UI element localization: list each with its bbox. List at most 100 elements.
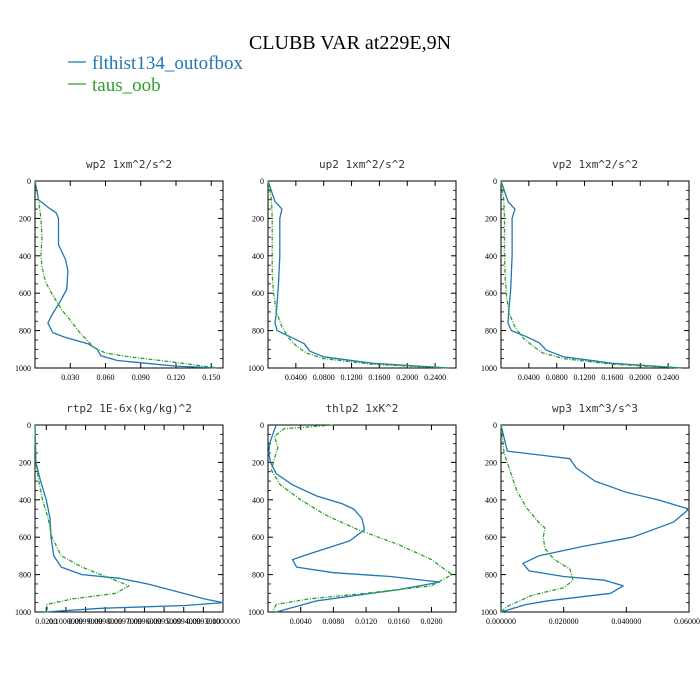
subplot-grid: wp2 1xm^2/s^2 0 200 400 600 800 1000 0.030 0.060… (15, 158, 700, 626)
series-line-flthist134 (268, 424, 441, 613)
x-tick-label: 0.1600 (368, 373, 390, 382)
y-tick-label: 1000 (15, 364, 31, 373)
series-line-taus-oob (34, 424, 130, 613)
series-line-taus-oob (500, 424, 574, 613)
x-tick-label: 0.0400 (518, 373, 540, 382)
y-tick-label: 800 (19, 571, 31, 580)
figure-title: CLUBB VAR at229E,9N (249, 32, 451, 54)
y-tick-label: 1000 (248, 608, 264, 617)
y-tick-label: 600 (252, 289, 264, 298)
y-tick-label: 400 (485, 252, 497, 261)
plot-frame (34, 180, 224, 369)
x-tick-label: 0.0800 (546, 373, 568, 382)
y-tick-label: 200 (485, 214, 497, 223)
y-tick-label: 0 (260, 421, 264, 430)
subplot-title: vp2 1xm^2/s^2 (552, 158, 638, 171)
series-line-taus-oob (500, 180, 683, 369)
x-tick-label: 0.0995000 (147, 617, 181, 626)
x-tick-label: 0.0994000 (167, 617, 201, 626)
subplot-title: wp2 1xm^2/s^2 (86, 158, 172, 171)
x-tick-label: 0.020000 (549, 617, 579, 626)
subplot-2: up2 1xm^2/s^2 0 200 400 600 800 1000 0.0400 0.08… (248, 158, 457, 382)
series-line-flthist134 (34, 180, 218, 369)
y-tick-label: 0 (27, 177, 31, 186)
subplot-title: wp3 1xm^3/s^3 (552, 402, 638, 415)
y-tick-label: 0 (27, 421, 31, 430)
y-tick-label: 1000 (481, 608, 497, 617)
series-line-flthist134 (34, 424, 224, 613)
x-tick-label: 0.040000 (611, 617, 641, 626)
x-tick-label: 0.0160 (388, 617, 410, 626)
y-tick-label: 1000 (248, 364, 264, 373)
x-tick-label: 0.1000000 (206, 617, 240, 626)
subplot-title: up2 1xm^2/s^2 (319, 158, 405, 171)
subplot-title: thlp2 1xK^2 (326, 402, 399, 415)
series-line-flthist134 (500, 180, 683, 369)
series-line-taus-oob (34, 180, 218, 369)
x-tick-label: 0.0080 (322, 617, 344, 626)
x-tick-label: 0.0996000 (127, 617, 161, 626)
x-tick-label: 0.2000 (396, 373, 418, 382)
series-line-flthist134 (267, 180, 450, 369)
x-tick-label: 0.000000 (486, 617, 516, 626)
y-tick-label: 200 (252, 214, 264, 223)
x-tick-label: 0.060 (97, 373, 115, 382)
legend-label-taus-oob: taus_oob (92, 75, 161, 96)
y-tick-label: 1000 (481, 364, 497, 373)
x-tick-label: 0.120 (167, 373, 185, 382)
subplot-4: rtp2 1E-6x(kg/kg)^2 0 200 400 600 800 1000 0.02… (15, 402, 240, 626)
subplot-5: thlp2 1xK^2 0 200 400 600 800 1000 0.0040 0.0080… (248, 402, 457, 626)
series-line-flthist134 (500, 424, 690, 613)
x-tick-label: 0.0200 (420, 617, 442, 626)
y-tick-label: 0 (260, 177, 264, 186)
y-tick-label: 200 (485, 458, 497, 467)
y-tick-label: 600 (19, 533, 31, 542)
y-tick-label: 800 (485, 571, 497, 580)
x-tick-label: 0.1200 (574, 373, 596, 382)
x-tick-label: 0.0200 (35, 617, 57, 626)
x-tick-label: 0.0999000 (69, 617, 103, 626)
x-tick-label: 0.0400 (285, 373, 307, 382)
x-tick-label: 0.0120 (355, 617, 377, 626)
figure-legend: flthist134_outofbox taus_oob (68, 53, 243, 96)
x-tick-label: 0.2400 (424, 373, 446, 382)
y-tick-label: 200 (252, 458, 264, 467)
x-tick-label: 0.0800 (313, 373, 335, 382)
plot-frame (500, 424, 690, 613)
x-tick-label: 0.090 (132, 373, 150, 382)
x-tick-label: 0.2400 (657, 373, 679, 382)
x-tick-label: 0.0040 (290, 617, 312, 626)
x-tick-label: 0.1600 (601, 373, 623, 382)
series-line-taus-oob (270, 424, 453, 613)
y-tick-label: 400 (485, 496, 497, 505)
y-tick-label: 600 (485, 289, 497, 298)
y-tick-label: 600 (252, 533, 264, 542)
subplot-6: wp3 1xm^3/s^3 0 200 400 600 800 10000.000000 0.… (481, 402, 700, 626)
x-tick-label: 0.0993000 (186, 617, 220, 626)
y-tick-label: 800 (252, 571, 264, 580)
y-tick-label: 200 (19, 214, 31, 223)
y-tick-label: 400 (19, 252, 31, 261)
y-tick-label: 1000 (15, 608, 31, 617)
plot-frame (34, 424, 224, 613)
series-line-taus-oob (267, 180, 450, 369)
subplot-1: wp2 1xm^2/s^2 0 200 400 600 800 1000 0.030 0.060… (15, 158, 224, 382)
x-tick-label: 0.150 (202, 373, 220, 382)
y-tick-label: 800 (252, 327, 264, 336)
subplot-3: vp2 1xm^2/s^2 0 200 400 600 800 1000 0.0400 0.08… (481, 158, 690, 382)
y-tick-label: 200 (19, 458, 31, 467)
y-tick-label: 800 (485, 327, 497, 336)
y-tick-label: 400 (19, 496, 31, 505)
x-tick-label: 0.0998000 (88, 617, 122, 626)
y-tick-label: 400 (252, 496, 264, 505)
x-tick-label: 0.2000 (629, 373, 651, 382)
y-tick-label: 0 (493, 421, 497, 430)
y-tick-label: 600 (19, 289, 31, 298)
plot-frame (500, 180, 690, 369)
y-tick-label: 600 (485, 533, 497, 542)
legend-label-flthist134: flthist134_outofbox (92, 53, 243, 74)
subplot-title: rtp2 1E-6x(kg/kg)^2 (66, 402, 192, 415)
y-tick-label: 0 (493, 177, 497, 186)
y-tick-label: 800 (19, 327, 31, 336)
x-tick-label: 0.1000000 (49, 617, 83, 626)
